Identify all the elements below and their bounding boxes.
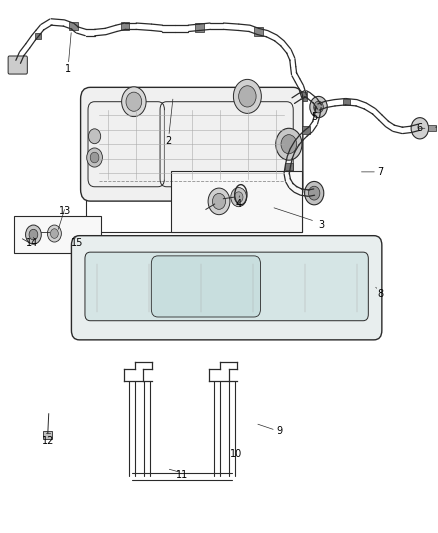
Circle shape (239, 86, 256, 107)
Bar (254, 27, 263, 36)
Circle shape (212, 193, 226, 209)
Circle shape (234, 192, 243, 203)
Bar (302, 126, 310, 134)
Circle shape (304, 181, 324, 205)
Text: 9: 9 (276, 426, 283, 437)
Text: 4: 4 (236, 199, 242, 209)
Bar (86, 96, 302, 232)
FancyBboxPatch shape (8, 56, 27, 74)
Bar (43, 431, 52, 439)
Text: 15: 15 (71, 238, 83, 247)
Text: 5: 5 (311, 111, 317, 122)
Text: 3: 3 (318, 220, 325, 230)
Circle shape (126, 92, 142, 111)
Bar (69, 22, 78, 30)
Text: 10: 10 (230, 449, 243, 458)
Circle shape (122, 87, 146, 117)
Circle shape (90, 152, 99, 163)
Bar (427, 125, 436, 132)
Text: 13: 13 (59, 206, 71, 216)
Circle shape (29, 229, 38, 240)
Circle shape (50, 229, 58, 238)
Text: 14: 14 (26, 238, 38, 247)
Bar (343, 99, 350, 105)
Circle shape (87, 148, 102, 167)
Text: 12: 12 (42, 436, 54, 446)
Bar (171, 171, 302, 232)
Circle shape (233, 79, 261, 114)
Text: 11: 11 (176, 470, 188, 480)
Text: 8: 8 (378, 289, 384, 299)
Circle shape (231, 188, 247, 207)
FancyBboxPatch shape (81, 87, 303, 201)
Circle shape (310, 96, 327, 118)
Circle shape (208, 188, 230, 215)
FancyBboxPatch shape (151, 256, 261, 317)
Circle shape (314, 101, 323, 113)
Bar (297, 92, 307, 101)
Bar (285, 163, 293, 170)
Circle shape (88, 129, 101, 144)
Text: 7: 7 (378, 167, 384, 177)
Circle shape (281, 135, 297, 154)
Text: 2: 2 (166, 135, 172, 146)
FancyBboxPatch shape (71, 236, 382, 340)
Circle shape (411, 118, 428, 139)
Text: 1: 1 (65, 64, 71, 74)
Circle shape (47, 225, 61, 242)
Circle shape (308, 186, 320, 200)
Circle shape (276, 128, 302, 160)
Text: 6: 6 (417, 123, 423, 133)
Bar (195, 23, 204, 31)
Bar (14, 216, 101, 253)
FancyBboxPatch shape (85, 252, 368, 321)
Circle shape (25, 225, 41, 244)
Bar (35, 33, 41, 39)
Bar (121, 22, 130, 30)
